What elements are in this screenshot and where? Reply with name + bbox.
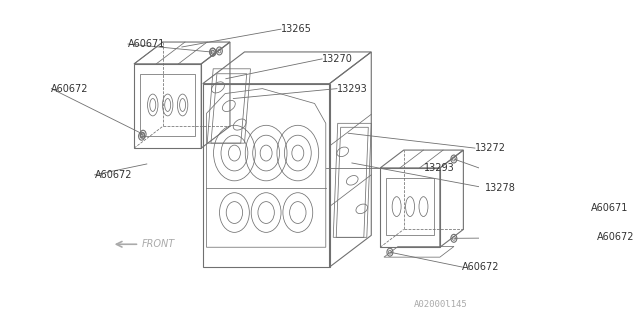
- Text: 13293: 13293: [424, 163, 455, 173]
- Text: A02000l145: A02000l145: [413, 300, 467, 309]
- Text: A60672: A60672: [462, 262, 500, 272]
- Text: FRONT: FRONT: [141, 239, 175, 249]
- Text: A60671: A60671: [128, 39, 165, 49]
- Text: 13265: 13265: [281, 24, 312, 34]
- Text: 13270: 13270: [322, 54, 353, 64]
- Text: 13293: 13293: [337, 84, 368, 94]
- Text: A60672: A60672: [51, 84, 89, 94]
- Text: A60671: A60671: [591, 203, 628, 212]
- Text: A60672: A60672: [596, 232, 634, 242]
- Text: 13272: 13272: [475, 143, 506, 153]
- Text: 13278: 13278: [484, 183, 515, 193]
- Text: A60672: A60672: [95, 170, 132, 180]
